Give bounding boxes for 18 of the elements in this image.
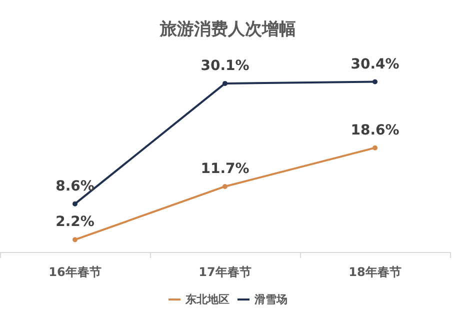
point <box>72 201 78 206</box>
data-label: 30.1% <box>200 58 250 74</box>
x-tick-label: 17年春节 <box>198 265 252 279</box>
data-label: 2.2% <box>56 214 94 230</box>
x-tick-label: 16年春节 <box>48 265 102 279</box>
x-tick-label: 18年春节 <box>348 265 402 279</box>
legend-label: 滑雪场 <box>254 293 288 306</box>
data-label: 11.7% <box>200 160 250 177</box>
point <box>372 79 378 84</box>
legend-label: 东北地区 <box>184 293 230 306</box>
chart-title: 旅游消费人次增幅 <box>159 20 296 40</box>
point <box>72 237 78 242</box>
data-label: 18.6% <box>350 122 400 138</box>
point <box>222 184 228 189</box>
data-label: 8.6% <box>56 178 94 194</box>
point <box>222 80 228 86</box>
point <box>372 145 378 150</box>
data-label: 30.4% <box>350 56 400 72</box>
